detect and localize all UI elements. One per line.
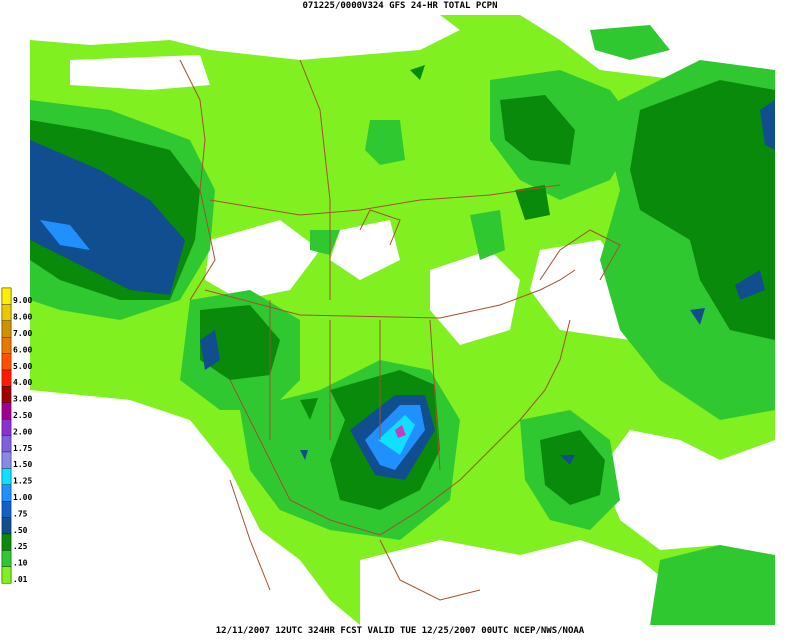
legend-label: .75 <box>13 509 28 518</box>
legend-label: 2.00 <box>13 427 32 436</box>
legend-label: 5.00 <box>13 362 32 371</box>
political-borders-shape <box>179 59 216 301</box>
precip-region <box>360 540 720 625</box>
precip-region <box>135 480 155 490</box>
political-borders-shape <box>229 319 571 536</box>
precip-region <box>500 95 575 165</box>
legend-label: 1.50 <box>13 460 32 469</box>
map-footer: 12/11/2007 12UTC 324HR FCST VALID TUE 12… <box>216 626 585 636</box>
precip-field-shape <box>378 415 415 455</box>
legend-label: .10 <box>13 559 28 568</box>
precip-region <box>70 55 210 90</box>
legend-swatch <box>1 287 12 305</box>
legend-swatch <box>1 533 12 551</box>
precip-region <box>735 270 765 300</box>
legend-label: 6.00 <box>13 345 32 354</box>
precip-region <box>540 430 605 505</box>
legend-label: 9.00 <box>13 296 32 305</box>
legend-label: 1.75 <box>13 444 32 453</box>
legend-swatch <box>1 304 12 321</box>
legend-swatch <box>1 484 12 502</box>
precip-region <box>205 220 320 300</box>
precip-field-shape <box>395 425 406 438</box>
precip-region <box>30 390 360 625</box>
political-borders-shape <box>209 184 561 216</box>
map-title: 071225/0000V324 GFS 24-HR TOTAL PCPN <box>302 1 497 11</box>
legend-swatch <box>1 517 12 535</box>
precip-region <box>760 100 775 150</box>
political-borders <box>179 59 621 601</box>
legend-label: .25 <box>13 542 28 551</box>
precip-field <box>30 15 775 625</box>
legend-swatch <box>1 419 12 436</box>
precip-region <box>330 220 400 280</box>
precip-region <box>30 140 185 295</box>
precip-region <box>300 398 318 420</box>
legend-label: 2.50 <box>13 411 32 420</box>
legend-swatch <box>1 320 12 338</box>
political-borders-shape <box>299 59 331 300</box>
legend-swatch <box>1 468 12 485</box>
precip-region <box>600 430 775 560</box>
precip-region <box>560 455 575 465</box>
legend-label: 3.00 <box>13 395 32 404</box>
legend-label: 8.00 <box>13 313 32 322</box>
precip-region <box>40 220 90 250</box>
precip-region <box>30 15 460 60</box>
precip-region <box>470 210 505 260</box>
legend-swatch <box>1 566 12 584</box>
precip-region <box>365 120 405 165</box>
precip-region <box>200 305 280 380</box>
legend-label: 1.25 <box>13 477 32 486</box>
political-borders-shape <box>229 479 481 601</box>
legend-swatch <box>1 386 12 403</box>
legend-label: 7.00 <box>13 329 32 338</box>
legend-swatch <box>1 451 12 469</box>
precip-region <box>515 185 550 220</box>
legend: 9.00 8.00 7.00 6.00 5.00 4.00 3.00 2.50 2.00 1.75… <box>1 287 32 584</box>
legend-swatch <box>1 435 12 453</box>
precip-region <box>630 80 775 340</box>
legend-swatch <box>1 501 12 518</box>
legend-swatch <box>1 550 12 567</box>
political-borders-shape <box>539 229 621 281</box>
political-borders-shape <box>359 209 401 246</box>
legend-label: .01 <box>13 575 28 584</box>
legend-label: .50 <box>13 526 28 535</box>
precip-region <box>200 330 220 370</box>
political-borders-shape <box>204 269 576 319</box>
precip-region <box>430 250 520 345</box>
precip-region <box>410 65 425 80</box>
precip-region <box>590 25 670 60</box>
precip-region <box>300 450 308 460</box>
precip-region <box>650 545 775 625</box>
legend-swatch <box>1 353 12 371</box>
legend-swatch <box>1 402 12 420</box>
political-borders-shape <box>269 300 441 471</box>
legend-swatch <box>1 337 12 354</box>
legend-label: 1.00 <box>13 493 32 502</box>
legend-swatch <box>1 369 12 387</box>
legend-label: 4.00 <box>13 378 32 387</box>
precip-region <box>690 308 705 325</box>
precip-region <box>310 230 340 255</box>
